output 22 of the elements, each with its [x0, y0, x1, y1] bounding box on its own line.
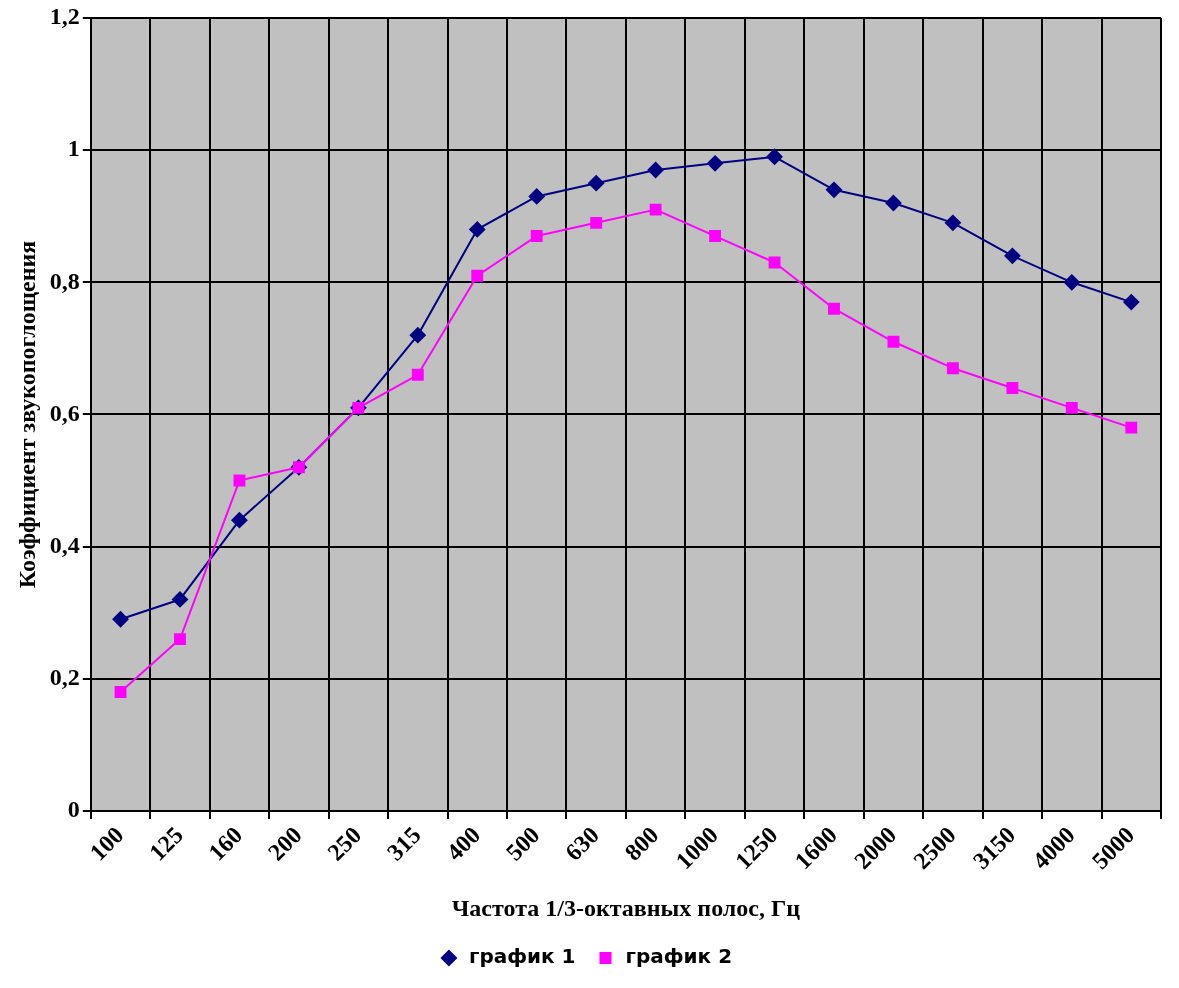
y-tick-label: 1,2	[49, 3, 80, 30]
y-tick-label: 0,4	[49, 531, 80, 558]
x-tick-label: 630	[560, 821, 605, 866]
y-axis-title: Коэффициент звукопоглощения	[13, 240, 40, 589]
x-tick-label: 160	[203, 821, 248, 866]
x-tick-label: 400	[441, 821, 486, 866]
x-axis-title: Частота 1/3-октавных полос, Гц	[451, 894, 801, 921]
x-tick-label: 200	[262, 821, 307, 866]
y-tick-label: 0,6	[49, 399, 80, 426]
x-tick-label: 500	[500, 821, 545, 866]
x-tick-label: 4000	[1027, 821, 1080, 874]
x-tick-label: 315	[381, 821, 426, 866]
x-tick-label: 250	[322, 821, 367, 866]
legend-label: график 2	[625, 944, 733, 969]
y-tick-label: 0	[67, 796, 80, 823]
legend-label: график 1	[468, 944, 576, 969]
y-tick-label: 0,2	[49, 663, 80, 690]
y-tick-label: 0,8	[49, 267, 80, 294]
y-tick-label: 1	[67, 135, 80, 162]
x-tick-label: 800	[619, 821, 664, 866]
x-tick-label: 125	[144, 821, 188, 866]
x-tick-label: 100	[84, 821, 129, 866]
